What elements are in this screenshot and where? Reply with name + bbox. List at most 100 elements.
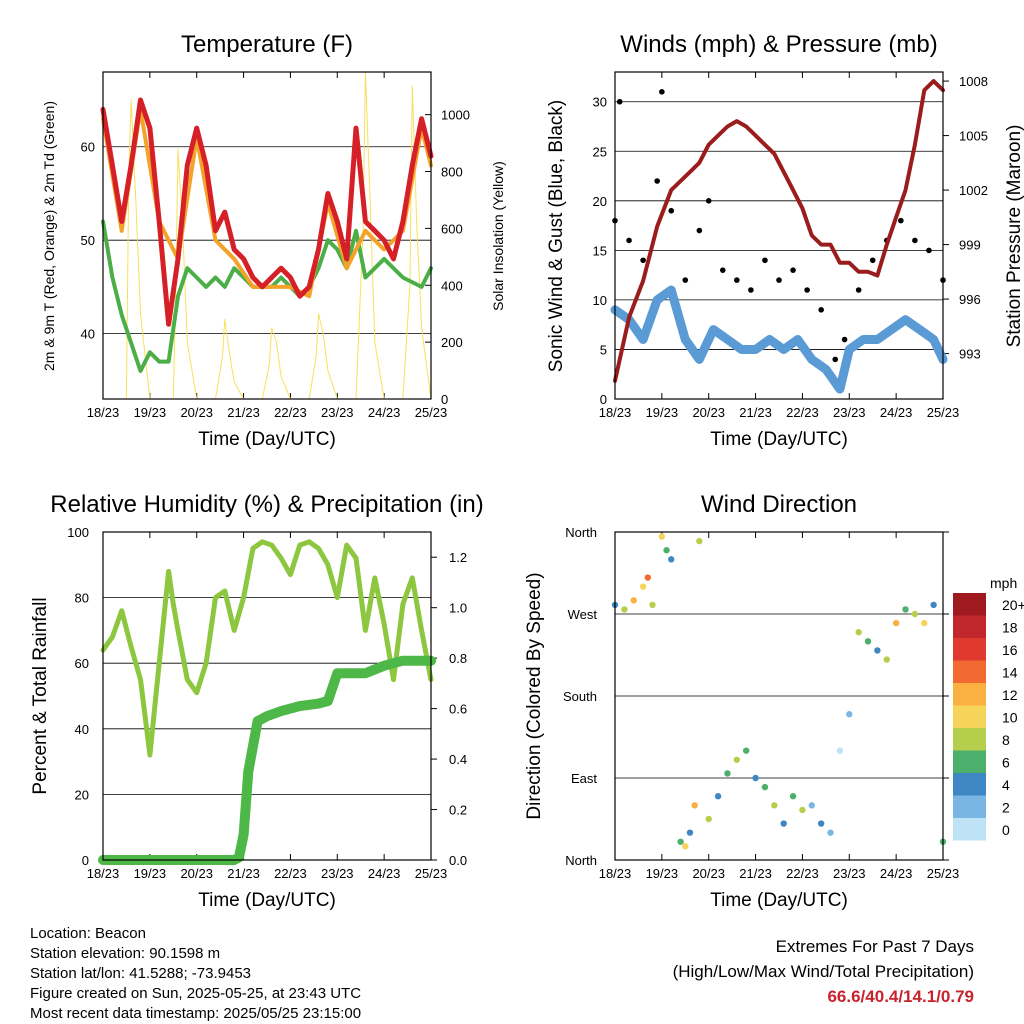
direction-point <box>696 537 703 545</box>
direction-point <box>789 793 797 800</box>
direction-point <box>836 747 844 754</box>
station-location: Location: Beacon <box>30 925 146 942</box>
y-axis-label: Percent & Total Rainfall <box>30 597 51 794</box>
station-latlon: Station lat/lon: 41.5288; -73.9453 <box>30 965 252 982</box>
direction-point <box>864 638 872 645</box>
gust-point <box>640 257 646 264</box>
gust-point <box>818 307 824 313</box>
colorbar-swatch <box>953 615 986 638</box>
direction-point <box>911 610 919 618</box>
colorbar-label: 0 <box>1002 822 1010 838</box>
y-tick-label: North <box>565 525 597 540</box>
x-tick-label: 19/23 <box>134 866 167 881</box>
x-tick-label: 20/23 <box>180 866 213 881</box>
x-tick-label: 23/23 <box>321 405 354 420</box>
colorbar-swatch <box>953 638 986 661</box>
x-axis-label: Time (Day/UTC) <box>198 890 336 911</box>
y-tick-label: South <box>563 689 597 704</box>
series-dewpoint <box>101 219 433 373</box>
y-right-tick-label: 400 <box>441 278 463 293</box>
x-tick-label: 25/23 <box>415 866 448 881</box>
x-tick-label: 25/23 <box>927 866 960 881</box>
y-tick-label: 20 <box>75 787 89 802</box>
panel-rh: Relative Humidity (%) & Precipitation (i… <box>30 491 484 911</box>
x-tick-label: 22/23 <box>786 405 819 420</box>
direction-point <box>892 619 900 627</box>
colorbar-label: 14 <box>1002 665 1018 681</box>
colorbar-swatch <box>953 593 986 616</box>
colorbar-label: 10 <box>1002 710 1018 726</box>
gust-point <box>869 257 876 264</box>
station-info: Location: Beacon Station elevation: 90.1… <box>30 924 361 1024</box>
direction-point <box>649 601 656 609</box>
y-tick-label: East <box>571 771 597 786</box>
gust-point <box>804 287 810 293</box>
direction-point <box>761 783 769 791</box>
colorbar-label: 8 <box>1002 732 1010 748</box>
x-tick-label: 23/23 <box>833 405 866 420</box>
y-axis-label: 2m & 9m T (Red, Orange) & 2m Td (Green) <box>41 101 57 371</box>
y-tick-label: 40 <box>81 327 95 342</box>
direction-point <box>630 597 637 604</box>
y-tick-label: 20 <box>593 194 607 209</box>
gust-point <box>841 336 848 343</box>
y-axis-label: Sonic Wind & Gust (Blue, Black) <box>546 100 567 372</box>
direction-point <box>668 556 675 563</box>
x-tick-label: 25/23 <box>927 405 960 420</box>
direction-point <box>686 829 694 836</box>
colorbar-swatch <box>953 683 986 706</box>
extremes-values: 66.6/40.4/14.1/0.79 <box>827 987 974 1006</box>
y-right-tick-label: 800 <box>441 165 463 180</box>
direction-point <box>658 533 666 540</box>
x-tick-label: 21/23 <box>227 866 260 881</box>
colorbar-swatch <box>953 750 986 773</box>
gust-point <box>926 247 932 254</box>
direction-point <box>644 574 651 581</box>
direction-point <box>705 815 712 823</box>
x-tick-label: 24/23 <box>368 405 401 420</box>
direction-point <box>827 829 834 836</box>
extremes-title: Extremes For Past 7 Days <box>775 937 974 956</box>
gust-point <box>626 237 632 244</box>
series-rh <box>100 539 434 758</box>
y-right-tick-label: 1002 <box>959 183 988 198</box>
series-precip <box>98 655 436 865</box>
gust-point <box>696 227 703 234</box>
x-tick-label: 22/23 <box>274 405 307 420</box>
gust-point <box>912 237 918 244</box>
colorbar-swatch <box>953 773 986 796</box>
colorbar-swatch <box>953 818 986 841</box>
x-tick-label: 24/23 <box>880 405 913 420</box>
y-right-axis-label: Solar Insolation (Yellow) <box>490 161 506 311</box>
y-right-tick-label: 0.2 <box>449 803 467 818</box>
x-tick-label: 21/23 <box>739 405 772 420</box>
gust-point <box>719 267 726 273</box>
x-tick-label: 25/23 <box>415 405 448 420</box>
direction-point <box>799 806 806 814</box>
x-tick-label: 22/23 <box>274 866 307 881</box>
x-tick-label: 23/23 <box>321 866 354 881</box>
colorbar-label: 16 <box>1002 642 1018 658</box>
direction-point <box>883 656 890 663</box>
direction-point <box>677 838 684 845</box>
series-2m-temp <box>100 97 434 327</box>
colorbar-swatch <box>953 705 986 728</box>
colorbar-label: 6 <box>1002 755 1010 771</box>
gust-point <box>654 178 660 184</box>
colorbar-label: 4 <box>1002 777 1010 793</box>
y-tick-label: 25 <box>593 144 607 159</box>
x-axis-label: Time (Day/UTC) <box>710 890 848 911</box>
direction-point <box>691 802 698 809</box>
gust-point <box>855 287 862 293</box>
y-right-tick-label: 1000 <box>441 108 470 123</box>
direction-point <box>663 547 670 554</box>
direction-point <box>808 802 815 809</box>
y-right-tick-label: 0.8 <box>449 651 467 666</box>
chart-title: Wind Direction <box>701 491 857 518</box>
y-tick-label: 80 <box>75 591 89 606</box>
direction-point <box>780 820 787 827</box>
y-tick-label: West <box>568 607 598 622</box>
direction-point <box>771 802 778 809</box>
y-tick-label: 100 <box>67 525 89 540</box>
direction-point <box>930 601 937 609</box>
